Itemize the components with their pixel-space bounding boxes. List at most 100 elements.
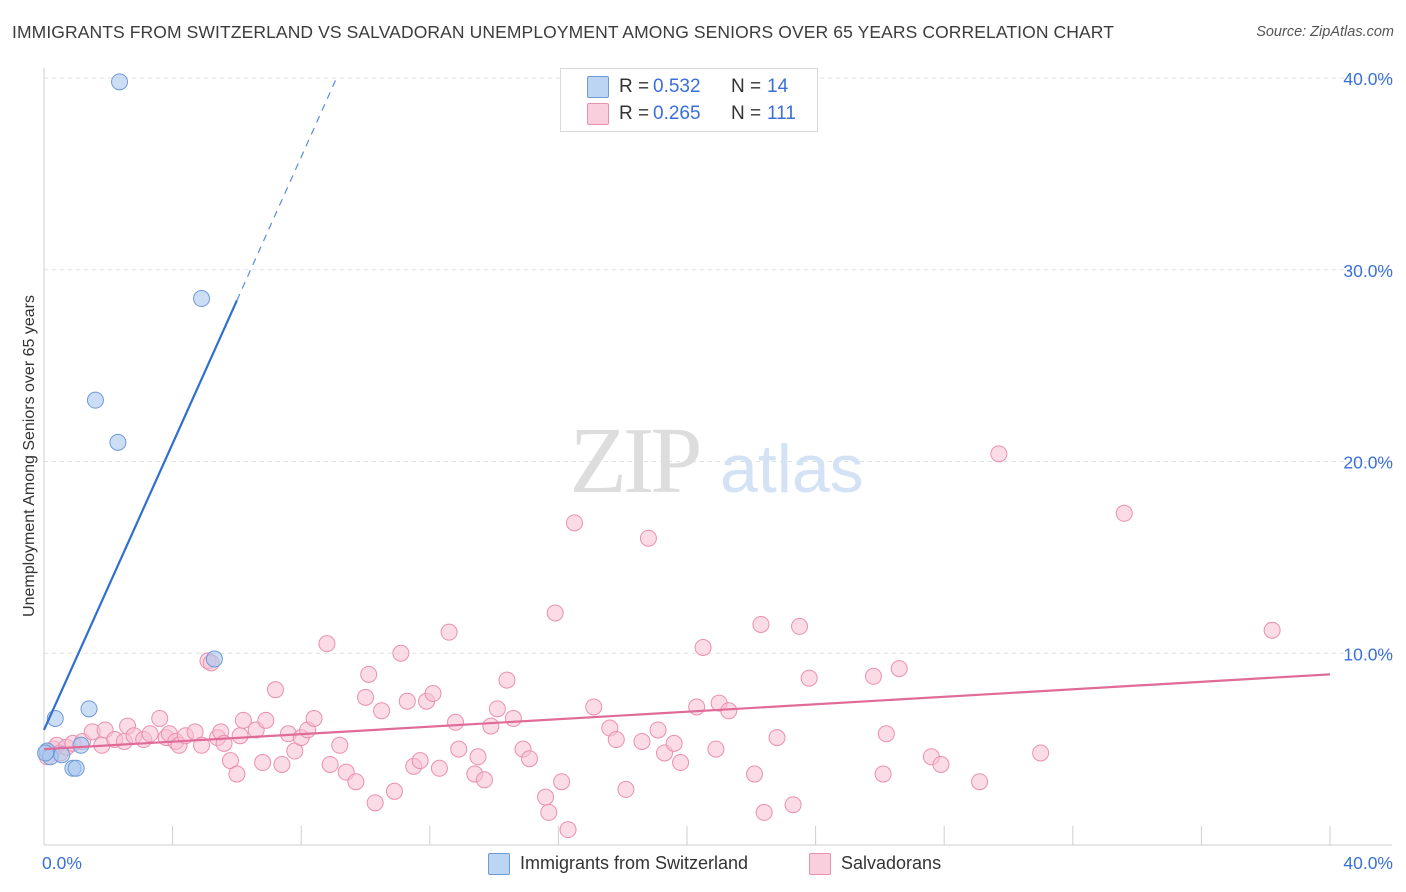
switzerland-point: [72, 736, 90, 754]
salvadorans-point: [447, 713, 465, 731]
chart-title: IMMIGRANTS FROM SWITZERLAND VS SALVADORA…: [12, 22, 1114, 42]
salvadorans-point: [607, 731, 625, 749]
salvadorans-point: [347, 773, 365, 791]
salvadorans-point: [373, 702, 391, 720]
salvadorans-point: [990, 445, 1008, 463]
salvadorans-trend-line: [43, 673, 1331, 751]
salvadorans-point: [784, 796, 802, 814]
salvadorans-point: [273, 755, 291, 773]
salvadorans-point: [585, 698, 603, 716]
gridlines: [44, 77, 1392, 654]
salvadorans-point: [649, 721, 667, 739]
legend-n-value: 111: [767, 103, 796, 124]
salvadorans-point: [553, 773, 571, 791]
legend-n-value: 14: [767, 76, 789, 97]
salvadorans-point: [672, 754, 690, 772]
salvadorans-point: [321, 755, 339, 773]
salvadorans-point: [151, 709, 169, 727]
salvadorans-point: [266, 681, 284, 699]
switzerland-point: [80, 700, 98, 718]
switzerland-trend-line: [42, 299, 238, 731]
salvadorans-point: [720, 702, 738, 720]
salvadorans-point: [392, 644, 410, 662]
legend-r-value: 0.532: [653, 76, 701, 97]
salvadorans-point: [257, 711, 275, 729]
y-tick-label: 30.0%: [1343, 261, 1393, 281]
salvadorans-point: [707, 740, 725, 758]
salvadorans-point: [768, 729, 786, 747]
salvadorans-point: [366, 794, 384, 812]
salvadorans-point: [228, 765, 246, 783]
salvadorans-point: [565, 514, 583, 532]
source-label: Source: ZipAtlas.com: [1256, 24, 1394, 40]
switzerland-point: [67, 759, 85, 777]
watermark-atlas: atlas: [720, 431, 864, 507]
salvadorans-point: [864, 667, 882, 685]
salvadorans-point: [469, 748, 487, 766]
salvadorans-point: [482, 717, 500, 735]
salvadorans-point: [1115, 504, 1133, 522]
salvadorans-point: [231, 727, 249, 745]
x-tick-label-max: 40.0%: [1343, 853, 1393, 873]
salvadorans-point: [540, 803, 558, 821]
salvadorans-point: [1032, 744, 1050, 762]
salvadorans-point: [318, 635, 336, 653]
legend-r-label: R =: [619, 76, 650, 97]
salvadorans-point: [411, 752, 429, 770]
salvadorans-point: [398, 692, 416, 710]
trend-lines: [42, 77, 1331, 751]
bottom-legend-swatch-salvadorans: [809, 853, 831, 875]
bottom-legend-label-salvadorans: Salvadorans: [841, 853, 942, 873]
salvadorans-point: [746, 765, 764, 783]
correlation-legend: R = 0.532 N = 14 R = 0.265 N = 111: [560, 68, 818, 132]
salvadorans-point: [450, 740, 468, 758]
y-tick-label: 20.0%: [1343, 453, 1393, 473]
salvadorans-point: [331, 736, 349, 754]
y-tick-label: 10.0%: [1343, 644, 1393, 664]
salvadorans-point: [440, 623, 458, 641]
axes: [43, 68, 1392, 846]
legend-n-label: N =: [731, 76, 762, 97]
switzerland-point: [193, 290, 211, 308]
y-tick-label: 40.0%: [1343, 69, 1393, 89]
salvadorans-point: [475, 771, 493, 789]
salvadorans-point: [890, 660, 908, 678]
switzerland-trend-extension: [236, 77, 338, 301]
bottom-legend-label-switzerland: Immigrants from Switzerland: [520, 853, 749, 873]
salvadorans-point: [546, 604, 564, 622]
salvadorans-point: [141, 725, 159, 743]
salvadorans-point: [617, 780, 635, 798]
salvadorans-point: [800, 669, 818, 687]
salvadorans-point: [488, 700, 506, 718]
switzerland-point: [86, 391, 104, 409]
salvadorans-point: [385, 782, 403, 800]
legend-swatch-switzerland: [587, 76, 609, 98]
switzerland-point: [205, 650, 223, 668]
salvadorans-point: [971, 773, 989, 791]
salvadorans-point: [791, 617, 809, 635]
salvadorans-point: [520, 750, 538, 768]
switzerland-point: [111, 73, 129, 91]
salvadorans-point: [694, 638, 712, 656]
salvadorans-point: [234, 711, 252, 729]
salvadorans-point: [430, 759, 448, 777]
legend-r-label: R =: [619, 103, 650, 124]
salvadorans-point: [305, 709, 323, 727]
legend-r-value: 0.265: [653, 103, 701, 124]
legend-swatch-salvadorans: [587, 103, 609, 125]
salvadorans-point: [1263, 621, 1281, 639]
tick-labels: 10.0% 20.0% 30.0% 40.0% 0.0% 40.0%: [42, 69, 1393, 873]
watermark-zip: ZIP: [570, 409, 700, 513]
salvadorans-point: [254, 754, 272, 772]
salvadorans-point: [877, 725, 895, 743]
salvadorans-point: [752, 615, 770, 633]
salvadorans-point: [633, 732, 651, 750]
x-tick-label-min: 0.0%: [42, 853, 82, 873]
salvadorans-point: [665, 734, 683, 752]
bottom-legend-swatch-switzerland: [488, 853, 510, 875]
salvadorans-point: [559, 821, 577, 839]
legend-n-label: N =: [731, 103, 762, 124]
switzerland-point: [109, 433, 127, 451]
salvadorans-point: [639, 529, 657, 547]
